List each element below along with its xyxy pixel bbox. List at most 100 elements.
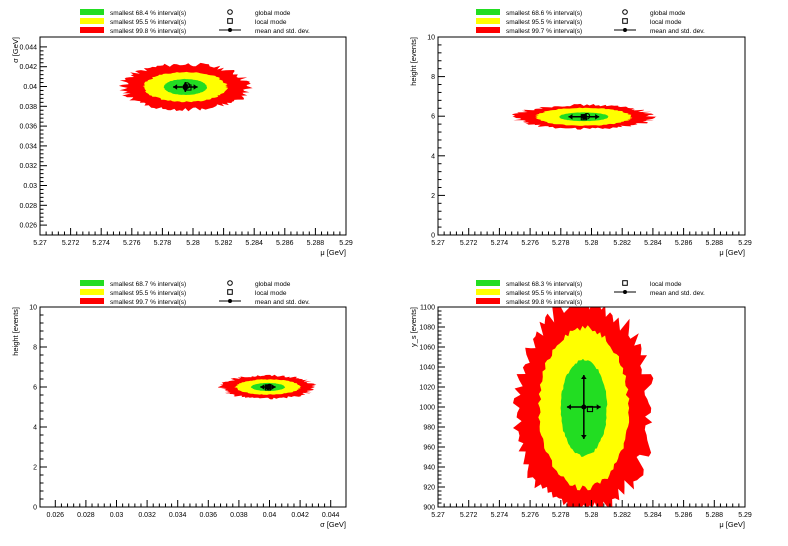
legend-marker-label: mean and std. dev. xyxy=(650,28,705,35)
legend-entry-label: smallest 95.5 % interval(s) xyxy=(110,290,186,297)
legend-swatch-68 xyxy=(80,280,104,286)
legend-marker-label: global mode xyxy=(650,10,686,17)
legend-marker-label: mean and std. dev. xyxy=(255,28,310,35)
x-tick-label: 5.278 xyxy=(552,240,570,247)
arrow-right-icon xyxy=(271,384,276,390)
plot-frame xyxy=(39,306,347,508)
y-tick-label: 1020 xyxy=(419,385,435,392)
arrow-left-icon xyxy=(173,84,178,90)
x-tick-label: 5.276 xyxy=(521,512,539,519)
y-tick-label: 0 xyxy=(33,505,37,512)
y-tick-label: 10 xyxy=(427,35,435,42)
local-mode-marker xyxy=(586,405,594,413)
legend-swatch-68 xyxy=(80,9,104,15)
y-tick-label: 0.044 xyxy=(19,44,37,51)
y-tick-label: 4 xyxy=(431,153,435,160)
plot-area xyxy=(513,307,654,507)
x-tick-label: 5.274 xyxy=(491,512,509,519)
x-tick-label: 0.04 xyxy=(263,512,277,519)
x-axis-label: μ [GeV] xyxy=(320,248,346,257)
y-tick-label: 900 xyxy=(423,505,435,512)
arrow-up-icon xyxy=(581,375,587,379)
x-tick-label: 0.036 xyxy=(200,512,218,519)
legend-marker-label: global mode xyxy=(255,10,291,17)
chart-panel-4: 5.27 5.272 5.274 5.276 5.278 5.28 5.282 5.284 5.… xyxy=(409,280,752,529)
x-tick-label: 0.026 xyxy=(47,512,65,519)
legend-marker-label: mean and std. dev. xyxy=(255,299,310,306)
x-tick-label: 0.034 xyxy=(169,512,187,519)
legend-mean-dot-icon xyxy=(228,299,232,303)
x-tick-label: 5.29 xyxy=(738,512,752,519)
chart-panel-1: 5.27 5.272 5.274 5.276 5.278 5.28 5.282 5.284 5.… xyxy=(11,9,353,257)
x-tick-label: 5.28 xyxy=(585,512,599,519)
y-tick-label: 0.036 xyxy=(19,124,37,131)
x-tick-label: 5.28 xyxy=(186,240,200,247)
legend-marker-label: global mode xyxy=(255,281,291,288)
plot-area xyxy=(218,374,317,400)
legend-entry-label: smallest 99.7 % interval(s) xyxy=(506,28,582,35)
y-tick-label: 0.04 xyxy=(23,84,37,91)
y-tick-label: 0.03 xyxy=(23,183,37,190)
x-tick-label: 5.29 xyxy=(738,240,752,247)
mean-std-marker xyxy=(260,384,276,390)
legend-global-mode-icon xyxy=(227,280,233,286)
x-tick-label: 5.276 xyxy=(123,240,141,247)
legend-entry-label: smallest 99.8 % interval(s) xyxy=(506,299,582,306)
y-axis-label: height [events] xyxy=(409,37,418,86)
y-tick-label: 2 xyxy=(33,465,37,472)
legend-entry-label: smallest 99.7 % interval(s) xyxy=(110,299,186,306)
x-tick-label: 0.038 xyxy=(230,512,248,519)
x-tick-label: 5.288 xyxy=(706,240,724,247)
x-tick-label: 5.282 xyxy=(215,240,233,247)
x-tick-label: 5.276 xyxy=(521,240,539,247)
arrow-right-icon xyxy=(193,84,198,90)
y-tick-label: 1060 xyxy=(419,345,435,352)
legend-swatch-68 xyxy=(476,280,500,286)
y-tick-label: 0.026 xyxy=(19,223,37,230)
legend-swatch-99 xyxy=(476,27,500,33)
y-tick-label: 1100 xyxy=(420,305,435,312)
x-tick-label: 5.286 xyxy=(675,240,693,247)
y-tick-label: 1040 xyxy=(419,365,435,372)
y-tick-label: 6 xyxy=(431,114,435,121)
legend-mean-dot-icon xyxy=(228,28,232,32)
legend-swatch-95 xyxy=(80,18,104,24)
plot-area xyxy=(118,62,253,112)
legend-swatch-95 xyxy=(80,289,104,295)
legend-swatch-68 xyxy=(476,9,500,15)
local-mode-marker xyxy=(185,84,192,91)
legend-marker-label: mean and std. dev. xyxy=(650,290,705,297)
arrow-left-icon xyxy=(260,384,265,390)
x-tick-label: 0.032 xyxy=(138,512,156,519)
x-axis-label: σ [GeV] xyxy=(320,520,346,529)
y-tick-label: 0.038 xyxy=(19,104,37,111)
y-axis-label: y_s [events] xyxy=(409,307,418,347)
legend-mean-dot-icon xyxy=(623,28,627,32)
y-tick-label: 940 xyxy=(423,465,435,472)
y-tick-label: 1080 xyxy=(419,325,435,332)
x-tick-label: 5.286 xyxy=(276,240,294,247)
mean-dot xyxy=(581,404,587,410)
y-tick-label: 2 xyxy=(431,193,435,200)
y-tick-label: 1000 xyxy=(419,405,435,412)
chart-panel-2: 5.27 5.272 5.274 5.276 5.278 5.28 5.282 5.284 5.… xyxy=(409,9,752,257)
plot-frame xyxy=(437,36,746,236)
legend-entry-label: smallest 95.5 % interval(s) xyxy=(506,290,582,297)
y-tick-label: 10 xyxy=(29,305,37,312)
legend-local-mode-icon xyxy=(227,289,233,295)
arrow-left-icon xyxy=(568,113,573,120)
x-tick-label: 5.274 xyxy=(491,240,509,247)
arrow-down-icon xyxy=(581,435,587,439)
x-tick-label: 5.284 xyxy=(245,240,263,247)
y-axis-label: σ [GeV] xyxy=(11,37,20,63)
legend-entry-label: smallest 95.5 % interval(s) xyxy=(506,19,582,26)
legend-entry-label: smallest 68.6 % interval(s) xyxy=(506,10,582,17)
y-tick-label: 4 xyxy=(33,425,37,432)
legend-entry-label: smallest 68.4 % interval(s) xyxy=(110,10,186,17)
x-axis-label: μ [GeV] xyxy=(719,248,745,257)
arrow-left-icon xyxy=(566,404,571,410)
x-tick-label: 0.044 xyxy=(322,512,340,519)
y-tick-label: 0.034 xyxy=(19,143,37,150)
